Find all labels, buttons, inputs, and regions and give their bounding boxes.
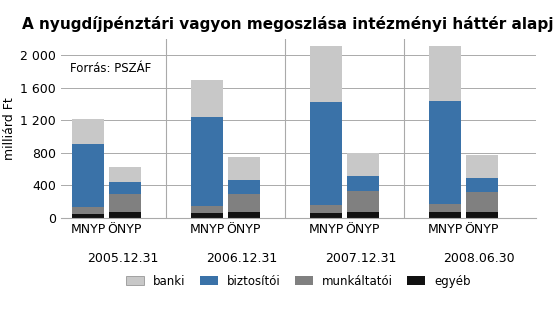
Bar	[191, 213, 223, 218]
Bar	[429, 204, 461, 212]
Bar	[347, 212, 379, 218]
Bar	[310, 205, 342, 213]
Bar	[109, 167, 141, 182]
Title: A nyugdíjpénztári vagyon megoszlása intézményi háttér alapján: A nyugdíjpénztári vagyon megoszlása inté…	[22, 16, 553, 32]
Bar	[228, 180, 260, 194]
Bar	[72, 144, 105, 207]
Bar	[109, 182, 141, 194]
Bar	[72, 214, 105, 218]
Bar	[191, 81, 223, 117]
Bar	[347, 191, 379, 212]
Bar	[109, 194, 141, 212]
Bar	[72, 119, 105, 144]
Bar	[310, 213, 342, 218]
Bar	[429, 46, 461, 101]
Bar	[466, 192, 498, 212]
Bar	[466, 177, 498, 192]
Text: 2008.06.30: 2008.06.30	[444, 252, 515, 265]
Bar	[466, 155, 498, 177]
Bar	[228, 157, 260, 180]
Bar	[310, 101, 342, 205]
Y-axis label: milliárd Ft: milliárd Ft	[3, 97, 16, 160]
Bar	[109, 212, 141, 218]
Bar	[347, 153, 379, 176]
Text: 2005.12.31: 2005.12.31	[87, 252, 158, 265]
Bar	[191, 117, 223, 206]
Text: Forrás: PSZÁF: Forrás: PSZÁF	[70, 62, 152, 75]
Bar	[466, 212, 498, 218]
Bar	[310, 46, 342, 101]
Bar	[228, 194, 260, 212]
Bar	[228, 212, 260, 218]
Bar	[72, 207, 105, 214]
Text: 2006.12.31: 2006.12.31	[206, 252, 277, 265]
Bar	[347, 176, 379, 191]
Bar	[191, 206, 223, 213]
Bar	[429, 212, 461, 218]
Text: 2007.12.31: 2007.12.31	[325, 252, 396, 265]
Legend: banki, biztosítói, munkáltatói, egyéb: banki, biztosítói, munkáltatói, egyéb	[122, 270, 476, 292]
Bar	[429, 101, 461, 204]
